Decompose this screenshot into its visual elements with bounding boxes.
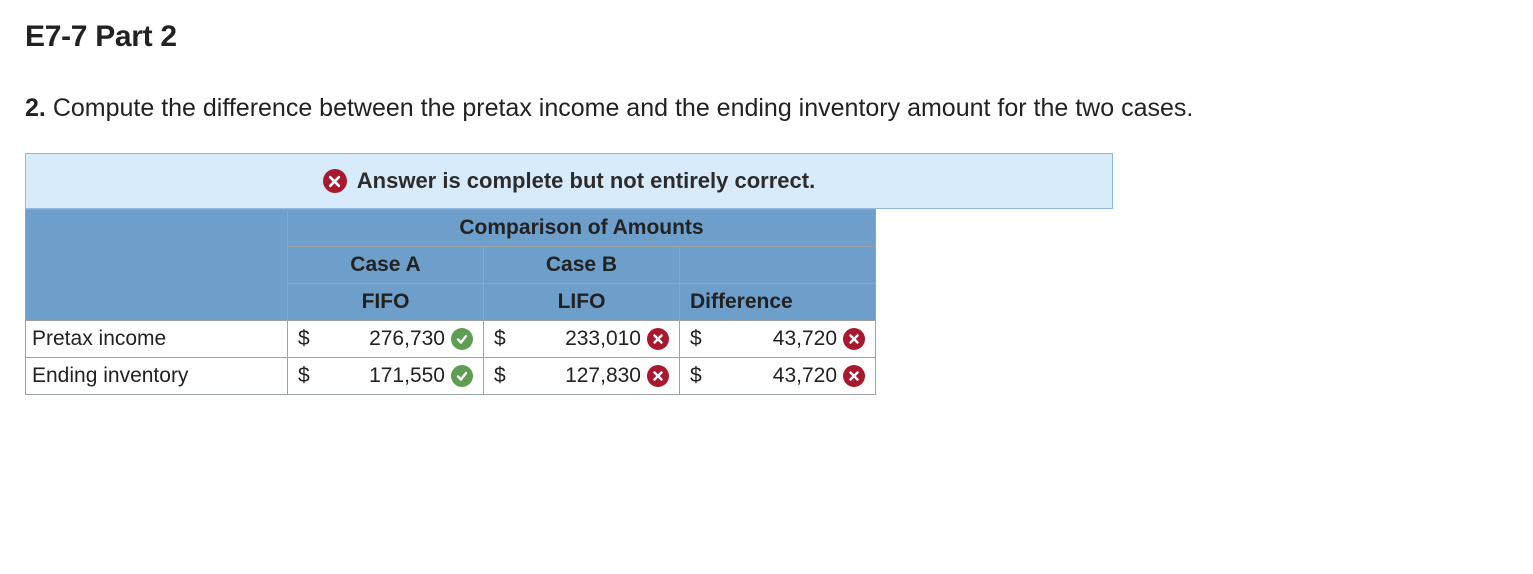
row-label: Pretax income [26, 321, 288, 358]
x-icon [843, 365, 865, 387]
cell: $ 127,830 [484, 358, 680, 395]
col-method-a: FIFO [288, 284, 484, 321]
amount: 276,730 [310, 327, 449, 351]
amount: 233,010 [506, 327, 645, 351]
cell: $ 43,720 [680, 321, 876, 358]
col-case-b: Case B [484, 247, 680, 284]
col-case-diff [680, 247, 876, 284]
cell: $ 276,730 [288, 321, 484, 358]
table-row: Pretax income $ 276,730 $ 233,010 $ 43,7… [26, 321, 876, 358]
x-icon [647, 328, 669, 350]
check-icon [451, 328, 473, 350]
amount: 171,550 [310, 364, 449, 388]
table-row: Ending inventory $ 171,550 $ 127,830 $ 4… [26, 358, 876, 395]
currency: $ [690, 327, 702, 351]
amount: 127,830 [506, 364, 645, 388]
question-body: Compute the difference between the preta… [53, 94, 1194, 122]
x-icon [647, 365, 669, 387]
amount: 43,720 [702, 327, 841, 351]
table-corner [26, 210, 288, 321]
amount: 43,720 [702, 364, 841, 388]
cell: $ 233,010 [484, 321, 680, 358]
currency: $ [690, 364, 702, 388]
feedback-text: Answer is complete but not entirely corr… [357, 168, 815, 194]
col-method-b: LIFO [484, 284, 680, 321]
x-icon [843, 328, 865, 350]
col-method-diff: Difference [680, 284, 876, 321]
cell: $ 43,720 [680, 358, 876, 395]
page-title: E7-7 Part 2 [25, 20, 1508, 54]
x-icon [323, 169, 347, 193]
col-case-a: Case A [288, 247, 484, 284]
check-icon [451, 365, 473, 387]
question-number: 2. [25, 94, 46, 122]
currency: $ [298, 327, 310, 351]
comparison-table: Comparison of Amounts Case A Case B FIFO… [25, 209, 876, 395]
feedback-banner: Answer is complete but not entirely corr… [25, 153, 1113, 209]
currency: $ [494, 364, 506, 388]
cell: $ 171,550 [288, 358, 484, 395]
currency: $ [494, 327, 506, 351]
table-super-header: Comparison of Amounts [288, 210, 876, 247]
question-text: 2. Compute the difference between the pr… [25, 94, 1508, 123]
currency: $ [298, 364, 310, 388]
row-label: Ending inventory [26, 358, 288, 395]
